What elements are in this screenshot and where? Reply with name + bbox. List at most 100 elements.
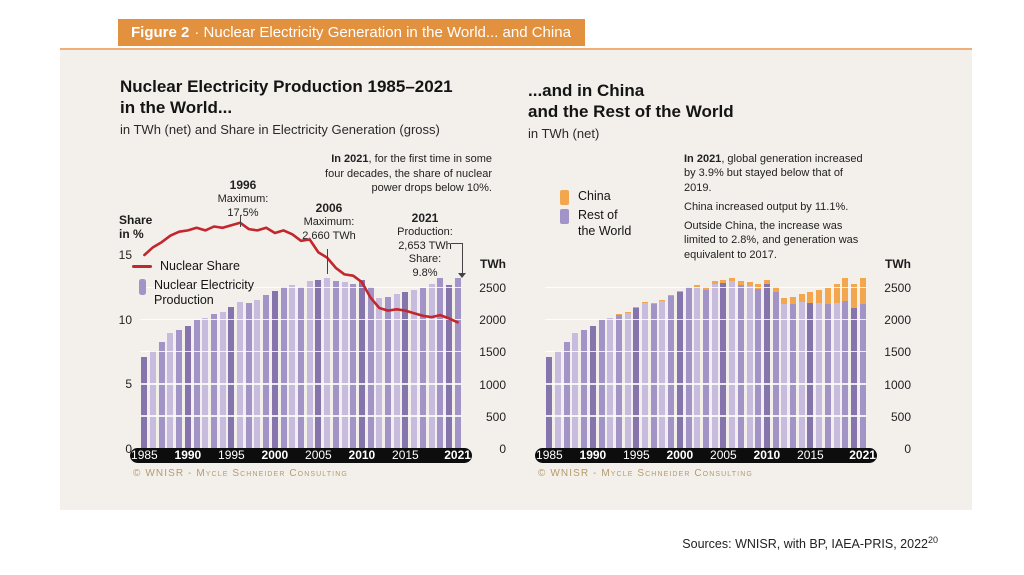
china-bar-2012 — [781, 298, 788, 305]
china-chart-x-axis: 1985 1990 1995 2000 2005 2010 2015 2021 — [535, 448, 877, 463]
annotation-2021-year: 2021 — [411, 211, 439, 225]
china-bar-2008 — [746, 281, 753, 286]
world-production-bar-2013 — [385, 297, 392, 449]
rest-of-world-bar-1995 — [633, 307, 640, 449]
china-bar-2017 — [824, 287, 831, 304]
world-production-bar-2012 — [376, 298, 383, 449]
china-bar-2007 — [737, 280, 744, 285]
rest-of-world-bar-1985 — [546, 357, 553, 449]
china-note-para1-rest: , global generation increased by 3.9% bu… — [684, 153, 863, 194]
legend-item-china: China — [560, 189, 631, 205]
annotation-1996-label: Maximum: — [217, 192, 269, 205]
annotation-1996-year: 1996 — [229, 178, 257, 192]
world-production-bar-1985 — [141, 357, 148, 449]
share-tick-5: 5 — [125, 377, 132, 392]
sources-footnote-number: 20 — [927, 535, 938, 545]
china-bar-2021 — [859, 278, 866, 305]
x-axis-year-2015: 2015 — [797, 448, 824, 462]
production-label: Nuclear Electricity Production — [154, 278, 254, 309]
china-bar-2019 — [842, 278, 849, 301]
x-axis-year-1995: 1995 — [218, 448, 245, 462]
share-tick-15: 15 — [118, 248, 132, 262]
world-chart-plot: 2500 2000 1500 1000 500 0 15 10 5 0 — [119, 210, 506, 456]
x-axis-year-2005: 2005 — [710, 448, 737, 462]
x-axis-year-1985: 1985 — [131, 448, 158, 462]
world-production-bar-2000 — [271, 291, 278, 449]
rest-of-world-bar-2013 — [790, 304, 797, 449]
annotation-2021-share-value: 9.8% — [412, 266, 438, 279]
rest-of-world-bar-1999 — [668, 295, 675, 449]
china-chart-subtitle: in TWh (net) — [528, 126, 600, 141]
china-bar-2004 — [711, 280, 718, 284]
world-production-bar-2014 — [393, 293, 400, 449]
china-bar-2005 — [720, 280, 727, 284]
world-production-bar-2008 — [341, 281, 348, 449]
twh-tick-1000: 1000 — [884, 377, 911, 392]
rest-of-world-bar-2015 — [807, 302, 814, 449]
rest-of-world-bar-2004 — [711, 283, 718, 449]
rest-of-world-bar-2016 — [816, 303, 823, 449]
china-bar-1997 — [650, 302, 657, 304]
world-production-bar-1989 — [176, 330, 183, 449]
legend-item-nuclear-share: Nuclear Share — [132, 259, 254, 275]
world-chart-x-axis: 1985 1990 1995 2000 2005 2010 2015 2021 — [130, 448, 472, 463]
world-production-bar-1998 — [254, 299, 261, 449]
world-production-bar-2005 — [315, 280, 322, 449]
china-note-bold: In 2021 — [684, 153, 722, 165]
rest-of-world-bar-2007 — [737, 285, 744, 449]
china-chart-title-line1: ...and in China — [528, 81, 645, 100]
china-bar-2015 — [807, 291, 814, 303]
world-note-line2: four decades, the share of nuclear — [325, 167, 492, 180]
share-axis-title-line1: Share — [119, 213, 153, 227]
twh-tick-500: 500 — [890, 409, 911, 424]
twh-axis-title-world: TWh — [480, 257, 506, 271]
world-production-bar-1994 — [219, 311, 226, 449]
rest-of-world-bar-2017 — [824, 303, 831, 449]
china-bar-1994 — [624, 311, 631, 313]
rest-of-world-bar-2002 — [694, 286, 701, 449]
rest-of-world-bar-2008 — [746, 285, 753, 449]
world-production-bar-2007 — [332, 280, 339, 449]
world-production-bar-2011 — [367, 286, 374, 449]
rest-of-world-bar-1986 — [555, 351, 562, 449]
legend-item-production: Nuclear Electricity Production — [132, 278, 254, 309]
rest-of-world-bar-2018 — [833, 302, 840, 449]
nuclear-share-line-swatch — [132, 265, 152, 268]
gridline-2500 — [545, 286, 867, 288]
twh-tick-2500: 2500 — [479, 281, 506, 295]
production-label-line1: Nuclear Electricity — [154, 277, 255, 292]
nuclear-share-line — [143, 221, 459, 324]
rest-of-world-bar-2005 — [720, 283, 727, 449]
world-chart-credit: © WNISR - Mycle Schneider Consulting — [133, 468, 348, 479]
gridline-2500 — [140, 286, 462, 288]
world-production-bar-1995 — [228, 306, 235, 449]
china-note-para3: Outside China, the increase was limited … — [684, 220, 859, 261]
annotation-2006-value: 2,660 TWh — [302, 229, 356, 242]
twh-tick-2000: 2000 — [884, 313, 911, 328]
gridline-500 — [140, 415, 462, 417]
world-chart-title-line1: Nuclear Electricity Production 1985–2021 — [120, 77, 453, 96]
x-axis-year-1990: 1990 — [174, 448, 202, 462]
twh-axis-title-china: TWh — [885, 257, 911, 271]
world-note-line1: In 2021, for the first time in some — [320, 152, 492, 167]
world-chart-note: In 2021, for the first time in some four… — [320, 152, 492, 196]
rest-of-world-bar-2003 — [702, 289, 709, 449]
rest-of-world-bar-1987 — [563, 342, 570, 449]
twh-tick-0: 0 — [904, 442, 911, 456]
x-axis-year-2010: 2010 — [348, 448, 376, 462]
x-axis-year-2000: 2000 — [666, 448, 694, 462]
world-production-bar-2002 — [289, 285, 296, 449]
world-production-bar-2001 — [280, 286, 287, 449]
world-chart-title-line2: in the World... — [120, 98, 233, 118]
china-bar-2014 — [798, 293, 805, 303]
world-production-bar-1988 — [167, 333, 174, 449]
rest-of-world-bar-2010 — [763, 284, 770, 449]
china-bar-2018 — [833, 283, 840, 303]
world-chart-title: Nuclear Electricity Production 1985–2021… — [120, 76, 453, 119]
rest-of-world-bar-2019 — [842, 300, 849, 449]
twh-tick-1500: 1500 — [479, 345, 506, 360]
x-axis-year-1990: 1990 — [579, 448, 607, 462]
share-axis-title: Share in % — [119, 213, 152, 242]
world-production-bar-2020 — [445, 284, 452, 449]
world-production-bar-2016 — [411, 289, 418, 449]
